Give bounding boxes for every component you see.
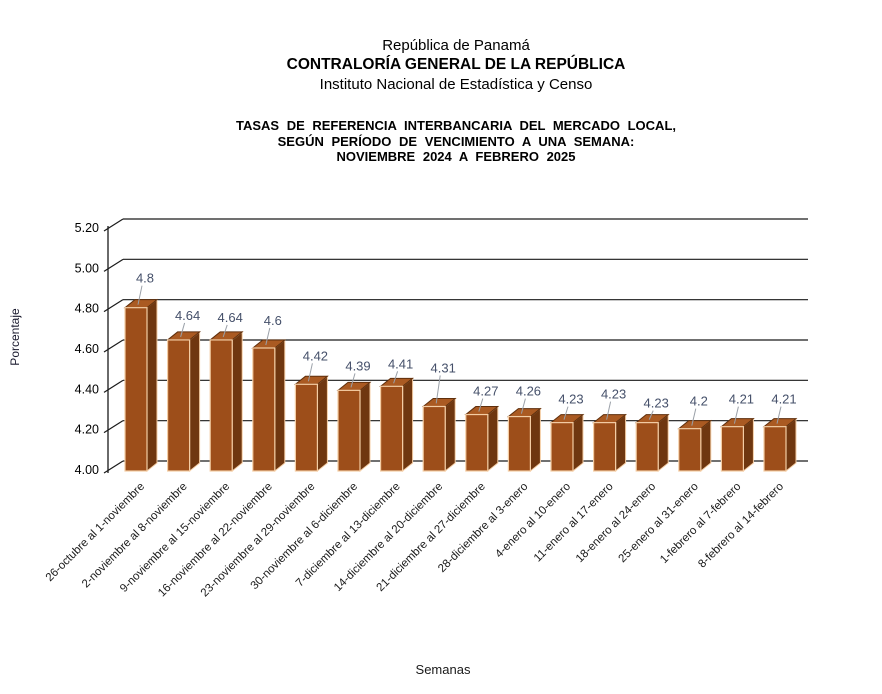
- data-label-leader-line: [520, 398, 526, 414]
- bar: [209, 339, 233, 472]
- bar: [592, 422, 617, 472]
- bar-side-face: [189, 330, 201, 473]
- data-label-leader-line: [733, 406, 739, 424]
- data-label-leader-line: [435, 375, 441, 404]
- data-label: 4.64: [175, 308, 200, 323]
- chart-title: TASAS DE REFERENCIA INTERBANCARIA DEL ME…: [30, 118, 882, 165]
- bar: [422, 405, 446, 472]
- bar-side-face: [359, 381, 371, 473]
- data-label-leader-line: [307, 363, 313, 382]
- y-tick-label: 4.20: [75, 423, 99, 437]
- data-label-leader-line: [137, 285, 143, 305]
- data-label: 4.42: [303, 348, 328, 363]
- bar-side-face: [657, 413, 669, 473]
- data-label-leader-line: [776, 406, 782, 424]
- country-name: República de Panamá: [382, 37, 530, 54]
- institute-name: Instituto Nacional de Estadística y Cens…: [319, 76, 593, 93]
- data-label: 4.23: [601, 387, 626, 402]
- x-axis-title: Semanas: [415, 662, 471, 677]
- data-label: 4.23: [558, 392, 583, 407]
- y-axis-title: Porcentaje: [8, 308, 22, 366]
- bar-side-face: [402, 377, 414, 473]
- data-label: 4.27: [473, 384, 498, 399]
- data-label: 4.21: [729, 392, 754, 407]
- y-tick-depth-line: [103, 258, 124, 272]
- data-label-leader-line: [222, 324, 228, 338]
- bar-side-face: [231, 330, 243, 473]
- bar: [167, 339, 191, 472]
- bar: [465, 413, 489, 472]
- category-label: 8-febrero al 14-febrero: [696, 481, 786, 571]
- bar-side-face: [785, 417, 797, 473]
- bar-side-face: [316, 375, 328, 473]
- bar: [507, 415, 531, 472]
- y-tick-label: 4.80: [75, 302, 99, 316]
- bar-side-face: [572, 413, 584, 473]
- data-label-leader-line: [265, 327, 271, 346]
- bar-side-face: [700, 419, 712, 473]
- category-label: 25-enero al 31-enero: [616, 481, 700, 565]
- data-label-leader-line: [563, 406, 569, 420]
- chart-title-line-2: SEGÚN PERÍODO DE VENCIMIENTO A UNA SEMAN…: [277, 133, 635, 149]
- y-tick-depth-line: [103, 339, 124, 353]
- bar: [763, 426, 787, 472]
- bar: [380, 385, 404, 472]
- category-label: 4-enero al 10-enero: [493, 481, 573, 561]
- category-label: 11-enero al 17-enero: [532, 481, 616, 565]
- bar: [294, 383, 318, 472]
- y-tick-label: 5.00: [75, 261, 99, 275]
- chart-title-line-1: TASAS DE REFERENCIA INTERBANCARIA DEL ME…: [235, 118, 676, 133]
- data-label-leader-line: [648, 410, 654, 420]
- bar: [720, 426, 745, 472]
- y-tick-depth-line: [103, 299, 124, 313]
- data-label: 4.31: [431, 360, 456, 375]
- y-tick-label: 4.00: [75, 463, 99, 477]
- bar: [252, 347, 276, 472]
- data-label-leader-line: [691, 408, 697, 426]
- bar: [635, 422, 659, 472]
- y-tick-label: 4.60: [75, 342, 99, 356]
- y-tick-depth-line: [103, 379, 124, 393]
- data-label: 4.23: [644, 396, 669, 411]
- bar: [678, 428, 702, 472]
- y-tick-label: 5.20: [75, 221, 99, 235]
- y-tick-depth-line: [103, 420, 124, 434]
- data-label: 4.39: [345, 358, 370, 373]
- y-tick-depth-line: [103, 218, 124, 232]
- data-label-leader-line: [180, 322, 186, 338]
- data-label: 4.64: [218, 310, 243, 325]
- data-label-leader-line: [393, 371, 399, 384]
- data-label: 4.41: [388, 356, 413, 371]
- data-label-leader-line: [350, 373, 356, 388]
- y-tick-label: 4.40: [75, 382, 99, 396]
- bar: [124, 307, 148, 472]
- bar-side-face: [487, 405, 499, 473]
- bar-side-face: [444, 397, 456, 473]
- chart-title-line-3: NOVIEMBRE 2024 A FEBRERO 2025: [336, 149, 576, 164]
- data-label-leader-line: [478, 398, 484, 412]
- data-label-leader-line: [606, 401, 612, 420]
- report-header: República de Panamá CONTRALORÍA GENERAL …: [30, 36, 882, 165]
- category-label: 18-enero al 24-enero: [574, 481, 658, 565]
- data-label: 4.21: [771, 392, 796, 407]
- bar-side-face: [146, 298, 158, 473]
- data-label: 4.6: [264, 313, 282, 328]
- y-tick-depth-line: [103, 460, 124, 474]
- bar-side-face: [274, 338, 286, 473]
- category-label: 1-febrero al 7-febrero: [658, 481, 743, 566]
- bar-side-face: [615, 413, 627, 473]
- bar-side-face: [742, 417, 754, 473]
- bar: [337, 389, 361, 472]
- data-label: 4.8: [136, 271, 154, 286]
- bar: [550, 422, 574, 472]
- data-label: 4.2: [690, 394, 708, 409]
- bar-side-face: [529, 407, 541, 473]
- data-label: 4.26: [516, 384, 541, 399]
- institution-name: CONTRALORÍA GENERAL DE LA REPÚBLICA: [286, 56, 626, 73]
